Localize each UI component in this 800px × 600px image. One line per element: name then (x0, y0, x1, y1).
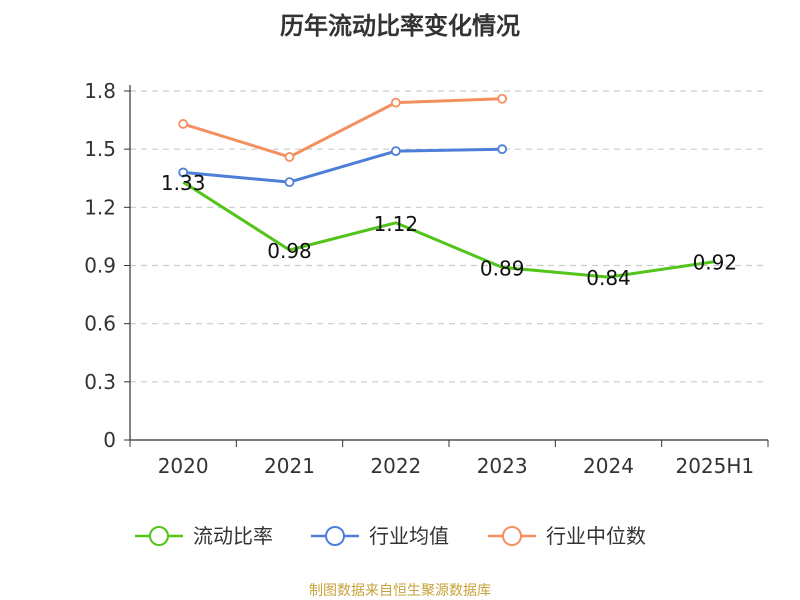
y-tick-label: 1.5 (84, 137, 116, 161)
x-tick-label: 2023 (477, 454, 528, 478)
legend-label: 流动比率 (193, 524, 273, 548)
legend-marker (149, 526, 169, 546)
data-label: 0.89 (480, 256, 525, 280)
data-point[interactable] (178, 119, 189, 129)
data-label: 0.84 (586, 266, 631, 290)
data-label: 0.92 (693, 251, 738, 275)
y-tick-label: 1.8 (84, 79, 116, 103)
legend-item[interactable]: 流动比率 (135, 524, 273, 548)
data-label: 1.12 (374, 212, 419, 236)
x-tick-label: 2024 (583, 454, 634, 478)
legend-marker (325, 526, 345, 546)
series-line (182, 180, 716, 279)
series-line (182, 97, 503, 159)
data-labels: 1.33 0.98 1.12 0.89 0.84 0.92 (161, 171, 737, 290)
legend-item[interactable]: 行业均值 (311, 524, 449, 548)
data-point[interactable] (390, 146, 401, 157)
legend-marker (502, 526, 522, 546)
x-tick-label: 2021 (264, 454, 315, 478)
y-tick-label: 0.3 (84, 370, 116, 394)
x-tick-label: 2022 (370, 454, 421, 478)
legend-item[interactable]: 行业中位数 (488, 524, 646, 548)
y-tick-label: 0 (103, 428, 116, 452)
data-point[interactable] (178, 167, 189, 178)
data-point[interactable] (284, 152, 295, 162)
legend-label: 行业均值 (369, 524, 449, 548)
data-label: 1.33 (161, 171, 206, 195)
x-tick-label: 2020 (158, 454, 209, 478)
legend-label: 行业中位数 (546, 524, 646, 548)
data-point[interactable] (497, 144, 508, 155)
y-tick-label: 1.2 (84, 195, 116, 219)
y-tick-label: 0.9 (84, 254, 116, 278)
series-line (183, 147, 503, 184)
data-point[interactable] (284, 177, 295, 188)
chart-title: 历年流动比率变化情况 (280, 12, 520, 40)
data-label: 0.98 (267, 239, 312, 263)
data-point[interactable] (497, 93, 508, 104)
axes: 0 0.3 0.6 0.9 1.2 1.5 1.8 2020 2021 2022 2023 2024 2… (84, 79, 769, 478)
source-note: 制图数据来自恒生聚源数据库 (309, 583, 491, 599)
data-point[interactable] (390, 97, 401, 108)
grid-lines (130, 90, 768, 383)
y-tick-label: 0.6 (84, 312, 116, 336)
legend[interactable]: 流动比率 行业均值 行业中位数 (135, 524, 646, 548)
x-tick-label: 2025H1 (675, 454, 754, 478)
series-group (178, 93, 716, 279)
